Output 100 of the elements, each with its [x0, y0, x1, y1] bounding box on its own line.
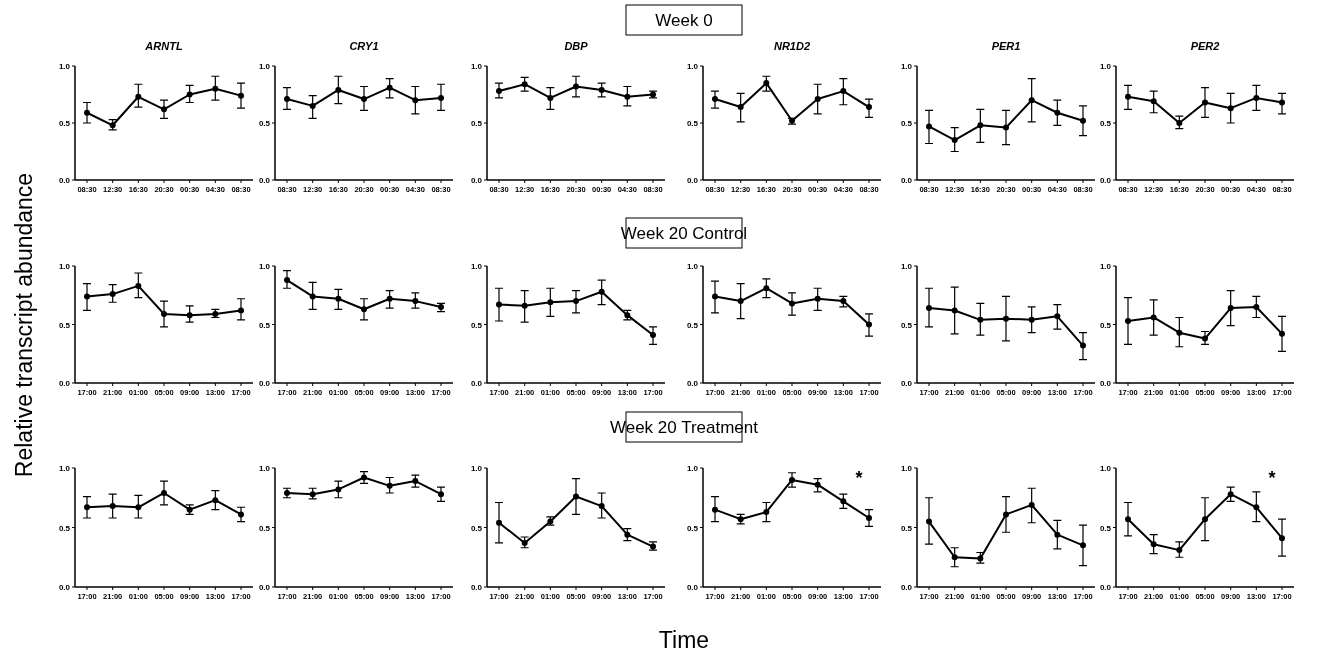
text: Week 0 [655, 11, 713, 30]
y-tick-label: 0.0 [686, 583, 699, 592]
point [412, 97, 419, 104]
point [598, 288, 605, 295]
point [1176, 547, 1183, 554]
point [712, 96, 718, 103]
point [1028, 501, 1035, 508]
y-tick-label: 0.5 [686, 119, 699, 128]
y-tick-label: 0.0 [258, 379, 271, 388]
text: Week 20 Treatment [609, 418, 759, 437]
point [951, 307, 958, 314]
text: Time [658, 627, 710, 653]
point [737, 298, 744, 305]
point [1227, 491, 1234, 498]
point [1150, 314, 1157, 321]
point [789, 476, 795, 483]
point [840, 88, 847, 95]
y-tick-label: 0.5 [1099, 119, 1112, 128]
y-tick-label: 0.5 [900, 320, 913, 330]
point [135, 93, 142, 100]
point [573, 83, 579, 90]
point [186, 91, 193, 98]
chart-title: ARNTL [144, 40, 183, 52]
y-tick-label: 0.0 [58, 379, 71, 388]
point [1054, 109, 1061, 116]
y-tick-label: 0.0 [470, 379, 483, 388]
point [238, 307, 244, 314]
point [1279, 330, 1285, 337]
point [866, 104, 872, 111]
y-tick-label: 0.0 [900, 583, 913, 592]
point [238, 92, 244, 99]
y-tick-label: 0.0 [900, 176, 913, 185]
point [1279, 535, 1285, 542]
y-tick-label: 0.0 [1099, 583, 1112, 592]
point [1003, 315, 1009, 322]
chart-title: NR1D2 [773, 40, 811, 52]
point [1150, 541, 1157, 548]
point [84, 109, 90, 116]
point [284, 96, 290, 103]
point [238, 511, 244, 518]
y-tick-label: 1.0 [686, 464, 699, 473]
point [814, 295, 821, 302]
point [361, 96, 367, 103]
point [284, 277, 290, 284]
point [1227, 305, 1234, 312]
annotation: * [1268, 468, 1276, 488]
chart-title: DBP [564, 40, 589, 52]
y-tick-label: 0.0 [58, 176, 71, 185]
y-tick-label: 0.5 [58, 119, 71, 128]
point [712, 506, 718, 513]
point [1253, 94, 1260, 101]
point [496, 88, 502, 95]
point [109, 291, 116, 298]
y-tick-label: 0.0 [1099, 379, 1112, 388]
point [186, 312, 193, 319]
y-tick-label: 1.0 [1099, 464, 1112, 473]
point [547, 94, 554, 101]
point [840, 498, 847, 505]
point [951, 554, 958, 561]
y-tick-label: 0.5 [258, 523, 271, 533]
point [84, 293, 90, 300]
point [926, 123, 932, 130]
point [737, 104, 744, 111]
point [763, 80, 770, 87]
point [1202, 99, 1208, 106]
point [335, 295, 342, 302]
text: Relative transcript abundance [11, 172, 37, 478]
y-tick-label: 1.0 [470, 62, 483, 71]
point [926, 518, 932, 525]
point [212, 85, 219, 92]
y-tick-label: 0.5 [470, 119, 483, 128]
y-tick-label: 1.0 [1099, 62, 1112, 71]
point [161, 489, 167, 496]
y-tick-label: 1.0 [686, 62, 699, 71]
y-tick-label: 1.0 [258, 62, 271, 71]
point [1125, 317, 1131, 324]
point [1202, 516, 1208, 523]
point [866, 514, 872, 521]
point [951, 137, 958, 144]
point [496, 301, 502, 308]
point [977, 122, 984, 129]
point [135, 504, 142, 511]
point [161, 310, 167, 317]
point [1227, 105, 1234, 112]
point [412, 298, 419, 305]
y-tick-label: 0.5 [258, 320, 271, 330]
y-tick-label: 1.0 [900, 262, 913, 271]
point [1080, 542, 1086, 549]
point [309, 293, 316, 300]
y-tick-label: 0.0 [470, 583, 483, 592]
point [1279, 99, 1285, 106]
point [977, 316, 984, 323]
point [1253, 504, 1260, 511]
point [84, 504, 90, 511]
point [789, 300, 795, 307]
point [763, 285, 770, 292]
y-tick-label: 0.0 [1099, 176, 1112, 185]
y-tick-label: 0.5 [686, 320, 699, 330]
point [1176, 329, 1183, 336]
y-tick-label: 0.0 [686, 176, 699, 185]
